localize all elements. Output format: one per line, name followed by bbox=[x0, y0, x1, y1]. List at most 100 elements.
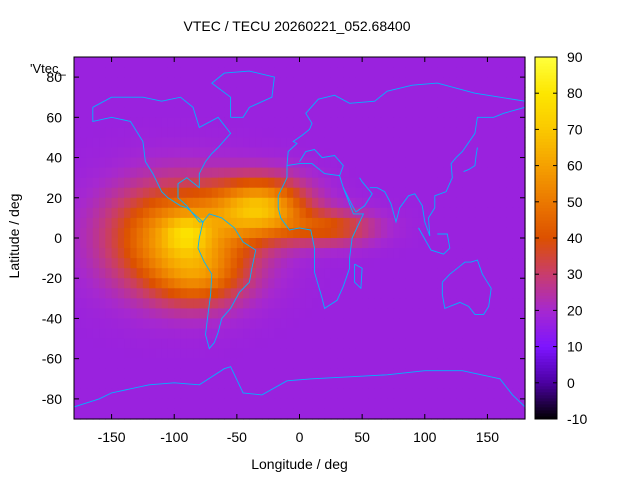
heatmap-cell bbox=[193, 268, 200, 279]
heatmap-cell bbox=[86, 268, 94, 279]
heatmap-cell bbox=[437, 238, 445, 249]
heatmap-cell bbox=[481, 127, 489, 139]
heatmap-cell bbox=[180, 298, 188, 309]
heatmap-cell bbox=[205, 227, 213, 239]
heatmap-cell bbox=[337, 187, 344, 199]
heatmap-cell bbox=[117, 147, 125, 159]
heatmap-cell bbox=[293, 77, 301, 88]
heatmap-cell bbox=[499, 358, 507, 370]
heatmap-cell bbox=[474, 227, 482, 239]
heatmap-cell bbox=[337, 298, 344, 309]
colorbar-segment bbox=[535, 225, 557, 230]
heatmap-cell bbox=[86, 187, 94, 199]
heatmap-cell bbox=[193, 197, 200, 209]
heatmap-cell bbox=[99, 217, 106, 229]
heatmap-cell bbox=[230, 268, 238, 279]
heatmap-cell bbox=[230, 348, 238, 360]
heatmap-cell bbox=[443, 278, 451, 289]
heatmap-cell bbox=[343, 338, 351, 350]
heatmap-cell bbox=[424, 268, 432, 279]
heatmap-cell bbox=[468, 187, 476, 199]
heatmap-cell bbox=[167, 328, 175, 340]
heatmap-cell bbox=[255, 398, 263, 410]
heatmap-cell bbox=[393, 127, 401, 139]
heatmap-cell bbox=[136, 328, 144, 340]
heatmap-cell bbox=[243, 207, 250, 219]
heatmap-cell bbox=[161, 318, 169, 330]
heatmap-cell bbox=[280, 348, 288, 360]
heatmap-cell bbox=[393, 308, 401, 320]
heatmap-cell bbox=[161, 217, 169, 229]
heatmap-cell bbox=[462, 288, 470, 299]
heatmap-cell bbox=[393, 388, 401, 400]
heatmap-cell bbox=[380, 67, 388, 78]
colorbar-segment bbox=[535, 117, 557, 121]
heatmap-cell bbox=[393, 177, 401, 189]
heatmap-cell bbox=[261, 328, 269, 340]
heatmap-cell bbox=[431, 408, 438, 420]
heatmap-cell bbox=[506, 338, 514, 350]
heatmap-cell bbox=[324, 398, 332, 410]
heatmap-cell bbox=[193, 117, 200, 128]
heatmap-cell bbox=[474, 127, 482, 139]
heatmap-cell bbox=[136, 147, 144, 159]
heatmap-cell bbox=[431, 248, 438, 259]
heatmap-cell bbox=[99, 207, 106, 219]
heatmap-cell bbox=[349, 157, 357, 169]
heatmap-cell bbox=[136, 227, 144, 239]
heatmap-cell bbox=[167, 67, 175, 78]
heatmap-cell bbox=[117, 217, 125, 229]
heatmap-cell bbox=[268, 258, 276, 269]
heatmap-cell bbox=[499, 368, 507, 380]
heatmap-cell bbox=[324, 117, 332, 128]
heatmap-cell bbox=[405, 77, 413, 88]
heatmap-cell bbox=[374, 378, 382, 390]
heatmap-cell bbox=[268, 238, 276, 249]
heatmap-cell bbox=[305, 167, 313, 179]
colorbar-segment bbox=[535, 304, 557, 308]
heatmap-cell bbox=[318, 127, 326, 139]
heatmap-cell bbox=[117, 388, 125, 400]
heatmap-cell bbox=[493, 107, 501, 118]
heatmap-cell bbox=[117, 278, 125, 289]
heatmap-cell bbox=[299, 398, 307, 410]
heatmap-cell bbox=[105, 157, 113, 169]
coastline bbox=[418, 227, 451, 255]
heatmap-cell bbox=[124, 167, 131, 179]
heatmap-cell bbox=[92, 338, 100, 350]
colorbar-segment bbox=[535, 313, 557, 317]
heatmap-cell bbox=[374, 288, 382, 299]
heatmap-cell bbox=[299, 358, 307, 370]
heatmap-cell bbox=[412, 298, 420, 309]
heatmap-cell bbox=[280, 107, 288, 118]
heatmap-cell bbox=[299, 308, 307, 320]
heatmap-cell bbox=[111, 147, 119, 159]
heatmap-cell bbox=[362, 177, 369, 189]
heatmap-cell bbox=[368, 97, 376, 108]
heatmap-cell bbox=[74, 248, 81, 259]
heatmap-cell bbox=[305, 197, 313, 209]
heatmap-cell bbox=[443, 107, 451, 118]
heatmap-cell bbox=[399, 167, 407, 179]
heatmap-cell bbox=[155, 117, 163, 128]
heatmap-cell bbox=[230, 157, 238, 169]
heatmap-cell bbox=[211, 177, 219, 189]
heatmap-cell bbox=[293, 167, 301, 179]
heatmap-cell bbox=[499, 227, 507, 239]
heatmap-cell bbox=[274, 187, 282, 199]
heatmap-cell bbox=[117, 207, 125, 219]
heatmap-cell bbox=[74, 137, 81, 149]
heatmap-cell bbox=[293, 338, 301, 350]
heatmap-cell bbox=[349, 137, 357, 149]
heatmap-cell bbox=[243, 97, 250, 108]
heatmap-cell bbox=[418, 298, 426, 309]
heatmap-cell bbox=[362, 258, 369, 269]
heatmap-cell bbox=[136, 258, 144, 269]
heatmap-cell bbox=[437, 67, 445, 78]
heatmap-cell bbox=[136, 388, 144, 400]
heatmap-cell bbox=[330, 308, 338, 320]
heatmap-cell bbox=[305, 187, 313, 199]
heatmap-cell bbox=[431, 368, 438, 380]
heatmap-cell bbox=[424, 177, 432, 189]
heatmap-cell bbox=[167, 278, 175, 289]
